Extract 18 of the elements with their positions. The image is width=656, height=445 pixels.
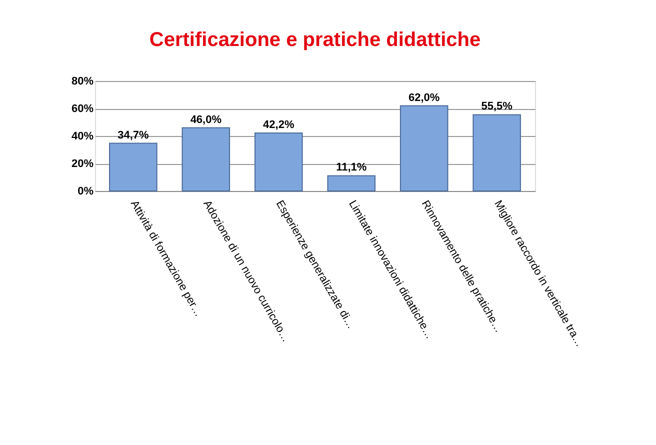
data-label: 62,0%	[408, 92, 440, 104]
data-label: 46,0%	[190, 114, 222, 126]
bar	[109, 142, 158, 192]
chart-title: Certificazione e pratiche didattiche	[149, 29, 481, 51]
data-label: 55,5%	[481, 100, 513, 113]
bar	[254, 132, 303, 192]
y-tick-label: 20%	[71, 158, 94, 170]
y-tick-label: 80%	[71, 76, 94, 88]
data-label: 34,7%	[118, 129, 149, 142]
bar	[400, 105, 448, 192]
y-tick-label: 0%	[78, 186, 94, 198]
bar	[182, 127, 230, 192]
y-tick-label: 60%	[71, 103, 94, 115]
bar	[327, 175, 376, 192]
bar	[472, 114, 521, 192]
data-label: 42,2%	[263, 118, 294, 131]
data-label: 11,1%	[336, 162, 367, 174]
y-tick-label: 40%	[71, 130, 94, 142]
